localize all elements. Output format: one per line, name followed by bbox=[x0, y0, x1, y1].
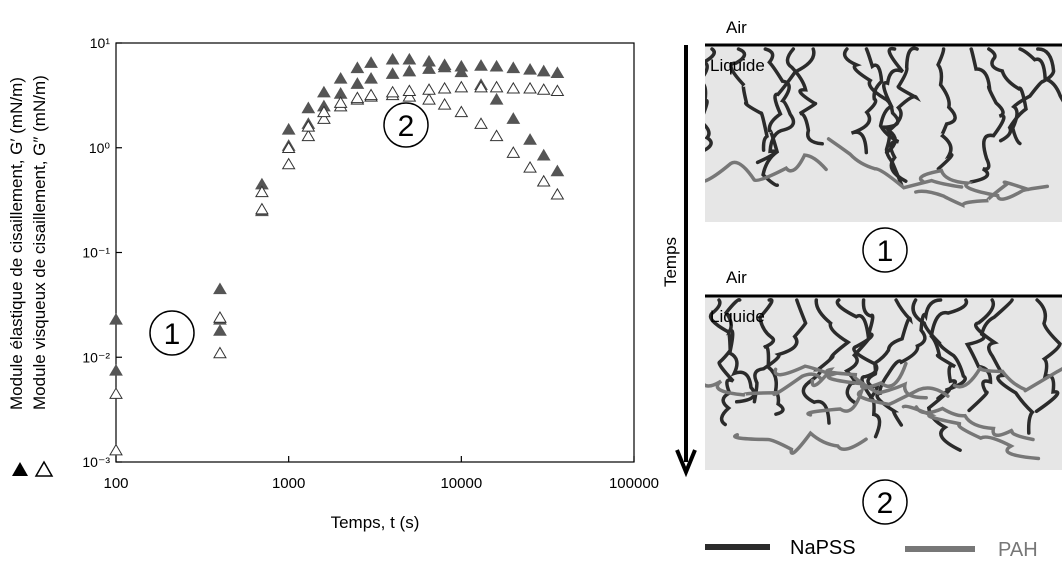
y-tick-label: 10¹ bbox=[90, 35, 111, 51]
x-tick-label: 100 bbox=[103, 475, 128, 492]
data-point bbox=[335, 73, 347, 83]
annotation: 1 bbox=[164, 318, 181, 351]
air-label: Air bbox=[726, 268, 747, 287]
data-point bbox=[538, 176, 550, 186]
x-tick-label: 1000 bbox=[272, 475, 305, 492]
data-point bbox=[403, 85, 415, 95]
data-point bbox=[423, 94, 435, 104]
data-point bbox=[551, 67, 563, 77]
data-point bbox=[214, 348, 226, 358]
x-tick-label: 10000 bbox=[440, 475, 482, 492]
liquid-label: Liquide bbox=[710, 307, 765, 326]
data-point bbox=[551, 189, 563, 199]
data-point bbox=[455, 106, 467, 116]
data-point bbox=[283, 159, 295, 169]
panel-number: 2 bbox=[877, 487, 894, 520]
data-point bbox=[507, 62, 519, 72]
air-label: Air bbox=[726, 18, 747, 37]
diagram: Air Liquide Air Liquide Temps 1 2 NaPSS … bbox=[661, 18, 1062, 561]
data-point bbox=[551, 166, 563, 176]
data-point bbox=[491, 94, 503, 104]
y-tick-label: 10⁻¹ bbox=[82, 245, 110, 261]
y-tick-label: 10⁰ bbox=[89, 140, 111, 156]
data-point bbox=[455, 61, 467, 71]
data-point bbox=[110, 445, 122, 455]
x-axis-label: Temps, t (s) bbox=[331, 513, 420, 532]
data-point bbox=[365, 57, 377, 67]
data-point bbox=[351, 92, 363, 102]
data-point bbox=[365, 89, 377, 99]
y-tick-label: 10⁻³ bbox=[82, 454, 110, 470]
panel-number: 1 bbox=[877, 235, 894, 268]
legend-symbol-filled bbox=[12, 462, 28, 476]
x-tick-label: 100000 bbox=[609, 475, 659, 492]
data-point bbox=[387, 54, 399, 64]
data-point bbox=[524, 83, 536, 93]
data-point bbox=[524, 134, 536, 144]
data-point bbox=[110, 365, 122, 375]
y-tick-label: 10⁻² bbox=[82, 349, 110, 365]
data-point bbox=[214, 325, 226, 335]
data-point bbox=[475, 60, 487, 70]
data-point bbox=[475, 118, 487, 128]
data-point bbox=[551, 85, 563, 95]
data-point bbox=[507, 83, 519, 93]
data-point bbox=[256, 204, 268, 214]
legend-label: PAH bbox=[998, 539, 1038, 561]
data-point bbox=[507, 147, 519, 157]
data-point bbox=[538, 84, 550, 94]
data-point bbox=[439, 99, 451, 109]
data-point bbox=[351, 62, 363, 72]
data-point bbox=[524, 162, 536, 172]
data-point bbox=[524, 64, 536, 74]
data-point bbox=[110, 314, 122, 324]
data-point bbox=[283, 124, 295, 134]
data-point bbox=[491, 130, 503, 140]
annotation: 2 bbox=[398, 110, 415, 143]
data-point bbox=[403, 66, 415, 76]
data-point bbox=[491, 61, 503, 71]
data-point bbox=[423, 84, 435, 94]
data-point bbox=[302, 103, 314, 113]
data-point bbox=[507, 113, 519, 123]
y-axis-label: Module élastique de cisaillement, G′ (mN… bbox=[7, 77, 26, 410]
time-label: Temps bbox=[661, 237, 680, 287]
data-point bbox=[455, 82, 467, 92]
data-point bbox=[538, 66, 550, 76]
data-point bbox=[351, 78, 363, 88]
data-point bbox=[491, 82, 503, 92]
data-point bbox=[302, 130, 314, 140]
data-point bbox=[214, 312, 226, 322]
liquid-label: Liquide bbox=[710, 56, 765, 75]
data-point bbox=[214, 283, 226, 293]
data-point bbox=[387, 68, 399, 78]
legend-symbol-open bbox=[36, 462, 52, 476]
data-point bbox=[318, 87, 330, 97]
data-point bbox=[365, 73, 377, 83]
y-axis-label: Module visqueux de cisaillement, G″ (mN/… bbox=[30, 75, 49, 410]
legend-label: NaPSS bbox=[790, 537, 856, 559]
data-point bbox=[403, 54, 415, 64]
data-point bbox=[387, 87, 399, 97]
data-point bbox=[439, 83, 451, 93]
data-point bbox=[538, 150, 550, 160]
plot-frame bbox=[116, 43, 634, 462]
data-point bbox=[110, 388, 122, 398]
